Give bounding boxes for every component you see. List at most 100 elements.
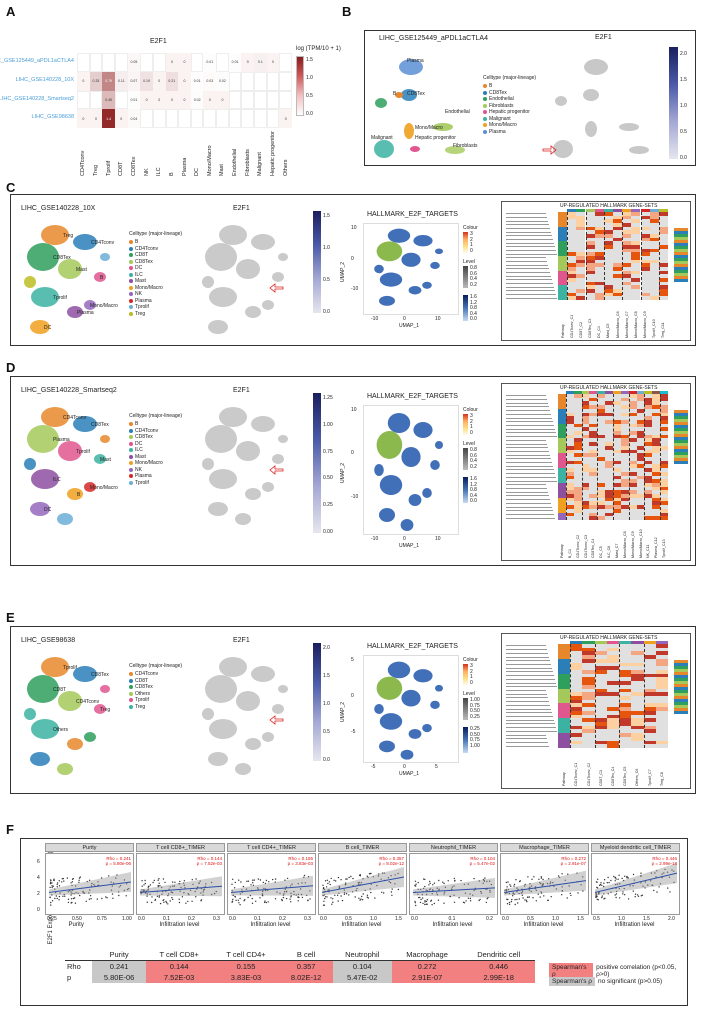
panel_d-hm-cell bbox=[589, 412, 598, 417]
facet-xtick: 0.3 bbox=[213, 916, 220, 922]
panel_d-hm-cell bbox=[605, 501, 613, 506]
panel_e-hm-cell bbox=[582, 644, 595, 648]
facet-point bbox=[618, 874, 620, 876]
panel_d-hm-cell bbox=[605, 486, 613, 491]
facet-point bbox=[450, 888, 453, 890]
panel_e-cluster-label: CD4Tconv bbox=[76, 699, 100, 705]
facet-rho: Rho = 0.104 bbox=[470, 856, 495, 861]
panel_e-hm-row-label bbox=[506, 656, 549, 658]
panel_d-hm-cell bbox=[660, 464, 668, 469]
facet-point bbox=[634, 893, 637, 895]
panel_c-hm-cell bbox=[567, 234, 577, 238]
panel_c-hm-strip-cell bbox=[576, 209, 586, 212]
panel_c-hm-row-label bbox=[506, 297, 557, 299]
facet-point bbox=[297, 882, 299, 885]
panel_e-gene-blob bbox=[219, 657, 247, 677]
panel_c-hm-cell bbox=[640, 245, 650, 249]
facet-xtick: 0.0 bbox=[320, 916, 327, 922]
facet-point bbox=[50, 901, 52, 904]
panel_e-hm-cell bbox=[643, 666, 656, 670]
panel_d-hm-col-label: ILC_C6 bbox=[607, 545, 612, 558]
panel_c-hm-cell bbox=[567, 281, 577, 286]
panel_d-hm-cell bbox=[605, 497, 613, 502]
facet-point bbox=[506, 898, 508, 900]
panel_e-legend-title: Celltype (major-lineage) bbox=[129, 663, 183, 669]
facet-point bbox=[243, 900, 245, 902]
panel_d-legend-item: Plasma bbox=[129, 473, 163, 480]
facet-point bbox=[390, 875, 392, 877]
facet-point bbox=[337, 900, 339, 902]
panel_c-hm-cell bbox=[567, 292, 577, 297]
panel_d-hm-strip-cell bbox=[636, 391, 645, 394]
panel_c-hm-cell bbox=[576, 281, 586, 286]
facet-point bbox=[355, 889, 357, 892]
panel_e-hm-row-label bbox=[506, 745, 549, 747]
panel_d-colorbar bbox=[313, 393, 321, 533]
panel-a-value-cell: 0.01 bbox=[228, 53, 242, 72]
facet-point bbox=[244, 899, 246, 901]
panel_e-hm-cell bbox=[606, 725, 620, 730]
panel_c-hm-cell bbox=[649, 296, 659, 300]
panel-b-legend-title: Celltype (major-lineage) bbox=[483, 75, 537, 81]
panel_c-hm-cell bbox=[576, 285, 586, 289]
facet-point bbox=[118, 891, 120, 893]
panel_d-hm-cell bbox=[613, 416, 621, 420]
facet-point bbox=[557, 875, 560, 877]
panel_d-hm-cell bbox=[589, 419, 598, 424]
facet-point bbox=[453, 894, 455, 896]
panel_c-hm-cell bbox=[558, 267, 568, 271]
facet-point bbox=[324, 897, 326, 900]
facet-point bbox=[535, 889, 538, 891]
panel_d-cluster-blob bbox=[41, 407, 69, 427]
legend-label: CD4Tconv bbox=[135, 427, 159, 434]
panel_d-hm-cell bbox=[558, 449, 566, 454]
facet-point bbox=[366, 894, 369, 896]
facet-point bbox=[647, 884, 649, 886]
facet-xtick: 0.2 bbox=[188, 916, 195, 922]
panel-a-grid-cell bbox=[228, 109, 242, 128]
panel_c-hm-cell bbox=[658, 252, 668, 256]
facet-xtick: 2.0 bbox=[668, 916, 675, 922]
panel_d-hm-cell bbox=[581, 501, 590, 506]
panel_c-hm-cell bbox=[631, 212, 641, 216]
panel_c-hm-row-label bbox=[506, 250, 556, 251]
facet-ytick: 6 bbox=[37, 859, 40, 865]
panel_e-hm-cell bbox=[619, 714, 632, 719]
panel_e-hm-cell bbox=[558, 651, 571, 656]
panel_d-hm-cell bbox=[660, 416, 668, 420]
panel_c-hm-cell bbox=[649, 237, 659, 242]
panel-a-grid-cell bbox=[228, 71, 242, 91]
panel_e-hm-cell bbox=[582, 658, 595, 663]
panel_e-hm-cell bbox=[655, 651, 668, 656]
panel_d-hm-cell bbox=[581, 427, 590, 432]
panel_c-hm-cell bbox=[613, 263, 623, 267]
panel_e-hm-cell bbox=[631, 714, 644, 719]
panel_c-hm-cell bbox=[558, 219, 568, 223]
facet-point bbox=[70, 894, 72, 896]
panel_c-level-tick-1: 0.8 bbox=[470, 265, 477, 271]
panel_e-hallmark-blob bbox=[413, 669, 433, 683]
facet-point bbox=[289, 898, 291, 900]
panel_d-hm-cell bbox=[644, 460, 653, 465]
facet-point bbox=[238, 879, 240, 881]
panel_e-hm-row-label bbox=[506, 708, 551, 710]
facet-point bbox=[533, 876, 535, 878]
panel_d-hm-cell bbox=[581, 464, 590, 469]
panel-a-column-label: CD8T bbox=[118, 161, 125, 176]
panel-a-grid-cell bbox=[89, 90, 103, 110]
panel_e-hallmark-blob bbox=[379, 713, 403, 730]
panel_e-hm-cell bbox=[594, 722, 607, 726]
panel_e-hm-cell bbox=[631, 651, 644, 656]
facet-point bbox=[540, 883, 542, 885]
panel-b-umap-gene bbox=[542, 59, 649, 158]
facet-point bbox=[391, 888, 393, 890]
facet-point bbox=[151, 901, 153, 904]
panel_e-hm-cell bbox=[594, 707, 607, 711]
facet-point bbox=[362, 899, 364, 901]
facet-point bbox=[424, 885, 426, 888]
panel_d-hm-cell bbox=[573, 397, 582, 402]
panel_d-hm-cell bbox=[628, 464, 637, 469]
panel_c-hm-cell bbox=[613, 223, 623, 227]
facet-point bbox=[51, 894, 53, 896]
